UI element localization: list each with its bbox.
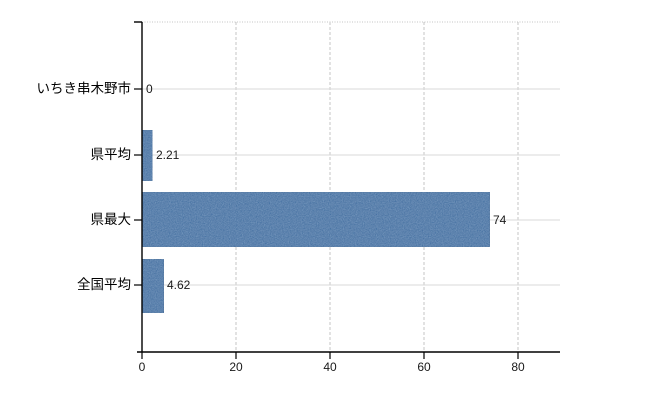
svg-text:80: 80 bbox=[511, 360, 525, 374]
svg-text:2.21: 2.21 bbox=[156, 148, 180, 162]
svg-text:0: 0 bbox=[146, 82, 153, 96]
svg-text:74: 74 bbox=[493, 213, 507, 227]
svg-text:県平均: 県平均 bbox=[91, 147, 132, 162]
svg-text:40: 40 bbox=[323, 360, 337, 374]
svg-text:4.62: 4.62 bbox=[167, 278, 191, 292]
svg-text:20: 20 bbox=[229, 360, 243, 374]
svg-text:県最大: 県最大 bbox=[91, 212, 132, 227]
svg-text:いちき串木野市: いちき串木野市 bbox=[37, 81, 132, 96]
svg-text:全国平均: 全国平均 bbox=[77, 277, 131, 292]
svg-text:0: 0 bbox=[139, 360, 146, 374]
svg-text:60: 60 bbox=[417, 360, 431, 374]
